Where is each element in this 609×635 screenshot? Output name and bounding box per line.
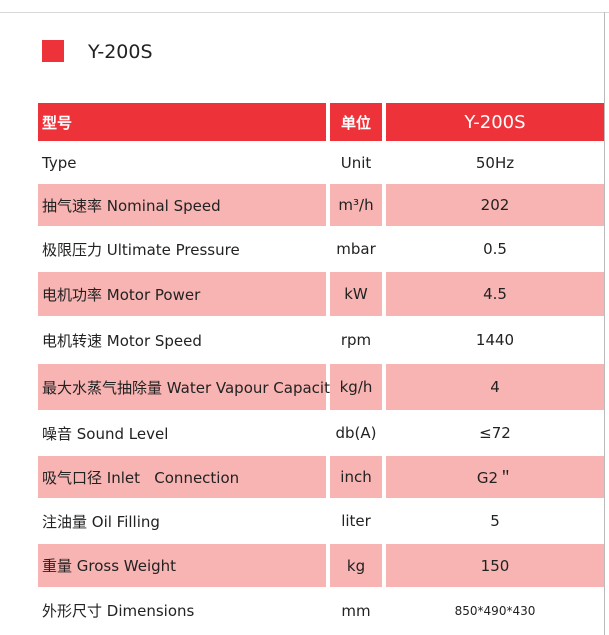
table-cell: kg/h <box>330 364 382 410</box>
table-row: Type Unit 50Hz <box>38 143 604 182</box>
table-cell: 850*490*430 <box>454 603 536 618</box>
table-cell: 0.5 <box>483 240 507 258</box>
table-cell: 注油量 Oil Filling <box>42 512 160 531</box>
spec-table: 型号 单位 Y-200S Type Unit 50Hz 抽气速率 Nominal Speed… <box>38 103 604 634</box>
title-marker <box>42 40 64 62</box>
table-cell: 电机转速 Motor Speed <box>42 331 202 350</box>
table-row: 外形尺寸 Dimensions mm 850*490*430 <box>38 589 604 632</box>
table-cell: db(A) <box>335 424 377 442</box>
table-cell: mbar <box>336 240 376 258</box>
table-cell: 4 <box>386 364 604 410</box>
table-row: 极限压力 Ultimate Pressure mbar 0.5 <box>38 228 604 270</box>
table-cell: ≤72 <box>479 424 511 442</box>
table-row: 重量 Gross Weight kg 150 <box>38 544 604 587</box>
table-row: 电机转速 Motor Speed rpm 1440 <box>38 318 604 362</box>
table-row: 噪音 Sound Level db(A) ≤72 <box>38 412 604 454</box>
table-cell: 50Hz <box>475 153 515 172</box>
table-cell: inch <box>330 456 382 498</box>
table-cell: Type <box>42 153 77 172</box>
table-cell: 最大水蒸气抽除量 Water Vapour Capacity <box>38 364 339 410</box>
right-border <box>604 12 605 635</box>
table-cell: 5 <box>490 512 500 530</box>
table-cell: Unit <box>340 153 372 172</box>
table-cell: 150 <box>386 544 604 587</box>
table-cell: m³/h <box>330 184 382 226</box>
table-cell: 极限压力 Ultimate Pressure <box>42 240 240 259</box>
table-cell: mm <box>341 601 371 620</box>
table-cell: 1440 <box>475 331 515 349</box>
table-cell: G2＂ <box>386 456 604 498</box>
table-cell: 电机功率 Motor Power <box>38 272 326 316</box>
table-row: 抽气速率 Nominal Speed m³/h 202 <box>38 184 604 226</box>
table-cell: 外形尺寸 Dimensions <box>42 602 195 620</box>
table-row: 吸气口径 Inlet Connection inch G2＂ <box>38 456 604 498</box>
table-cell: kW <box>330 272 382 316</box>
table-row: 注油量 Oil Filling liter 5 <box>38 500 604 542</box>
header-row: 型号 单位 Y-200S <box>38 103 604 141</box>
table-cell: 吸气口径 Inlet Connection <box>38 456 326 498</box>
table-cell: kg <box>330 544 382 587</box>
table-row: 电机功率 Motor Power kW 4.5 <box>38 272 604 316</box>
title: Y-200S <box>88 41 153 63</box>
table-cell: 重量 Gross Weight <box>38 544 326 587</box>
table-cell: 202 <box>386 184 604 226</box>
top-border <box>0 12 609 13</box>
table-row: 最大水蒸气抽除量 Water Vapour Capacity kg/h 4 <box>38 364 604 410</box>
table-cell: 抽气速率 Nominal Speed <box>38 184 326 226</box>
header-cell: 型号 <box>38 103 326 141</box>
table-cell: 噪音 Sound Level <box>42 424 169 443</box>
table-cell: rpm <box>340 331 372 349</box>
table-cell: liter <box>341 512 371 530</box>
header-cell: 单位 <box>330 103 382 141</box>
table-cell: 4.5 <box>386 272 604 316</box>
header-cell: Y-200S <box>386 103 604 141</box>
